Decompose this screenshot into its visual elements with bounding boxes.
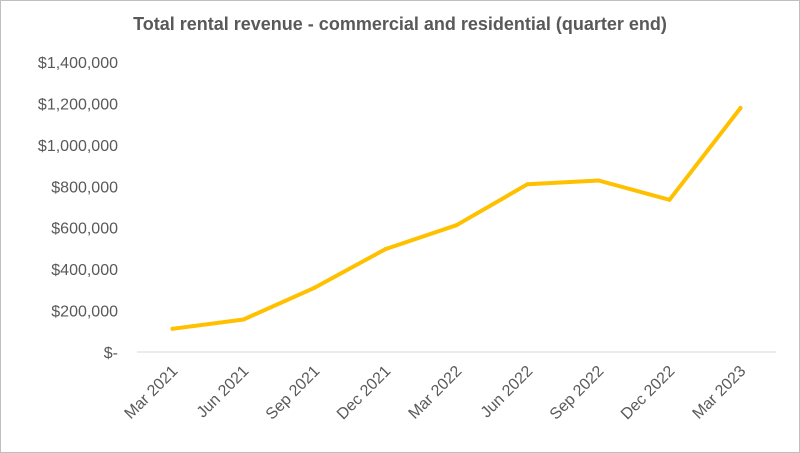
x-tick-label: Sep 2022 <box>547 363 608 424</box>
data-point <box>454 223 459 228</box>
y-tick-label: $400,000 <box>51 262 118 279</box>
y-tick-label: $800,000 <box>51 179 118 196</box>
x-tick-label: Mar 2022 <box>406 363 466 423</box>
chart-title: Total rental revenue - commercial and re… <box>133 14 667 34</box>
y-tick-label: $600,000 <box>51 221 118 238</box>
x-tick-label: Mar 2023 <box>690 363 750 423</box>
data-point <box>241 317 246 322</box>
x-tick-label: Dec 2022 <box>618 363 679 424</box>
data-point <box>738 105 743 110</box>
data-point <box>312 285 317 290</box>
x-tick-label: Sep 2021 <box>263 363 324 424</box>
y-tick-label: $1,400,000 <box>38 55 118 72</box>
y-tick-label: $- <box>104 345 118 362</box>
data-point <box>170 326 175 331</box>
data-point <box>596 178 601 183</box>
data-point <box>667 197 672 202</box>
y-tick-label: $1,000,000 <box>38 138 118 155</box>
x-tick-label: Jun 2021 <box>194 363 253 422</box>
data-point <box>383 247 388 252</box>
x-tick-label: Mar 2021 <box>122 363 182 423</box>
y-tick-label: $1,200,000 <box>38 96 118 113</box>
data-point <box>525 182 530 187</box>
x-tick-label: Jun 2022 <box>478 363 537 422</box>
y-tick-label: $200,000 <box>51 304 118 321</box>
series-line <box>170 106 743 331</box>
x-tick-label: Dec 2021 <box>334 363 395 424</box>
